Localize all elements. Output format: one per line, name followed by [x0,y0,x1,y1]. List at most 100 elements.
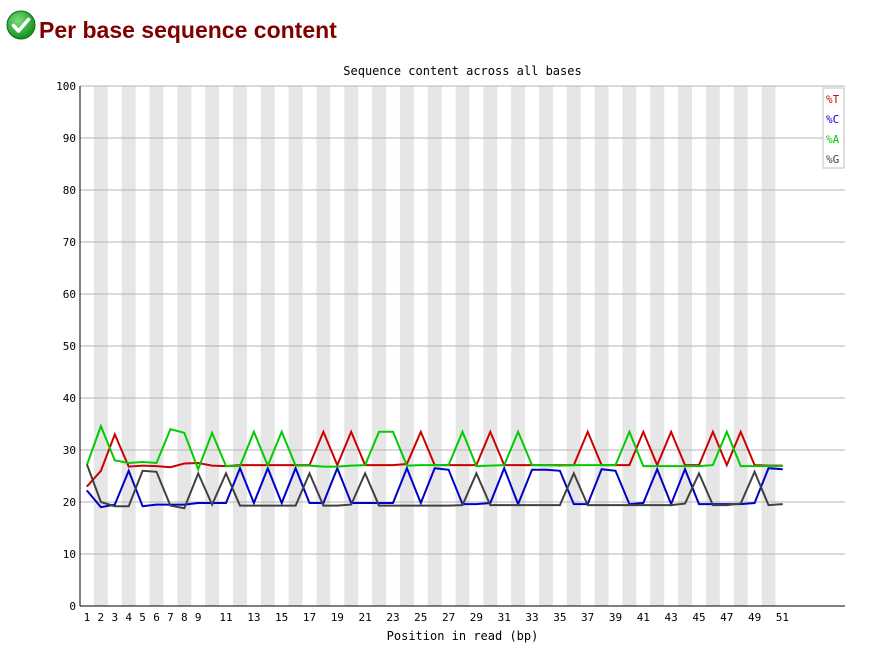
point-g [350,504,352,506]
y-tick-label: 20 [63,496,76,509]
point-c [503,467,505,469]
point-a [420,464,422,466]
point-c [600,468,603,470]
point-t [587,431,589,433]
point-a [461,431,464,433]
point-a [503,464,505,466]
point-c [392,502,394,504]
point-a [114,459,116,461]
point-c [86,489,88,492]
point-c [364,502,366,504]
point-c [531,469,533,471]
point-a [406,465,408,467]
x-tick-label: 33 [525,611,538,624]
x-tick-label: 29 [470,611,483,624]
point-g [628,504,631,506]
point-a [141,461,144,463]
point-a [155,462,158,464]
point-t [670,431,672,433]
point-g [740,502,742,505]
point-c [100,506,102,508]
point-t [253,464,255,466]
point-g [684,502,686,505]
point-g [475,472,478,474]
point-a [350,465,352,467]
point-g [114,505,116,507]
point-c [767,467,770,469]
point-g [600,504,603,506]
point-c [434,467,436,469]
point-a [447,464,450,466]
point-a [642,465,644,467]
point-g [726,504,728,506]
point-t [461,464,464,466]
point-a [573,464,575,466]
point-a [128,462,130,464]
point-t [281,464,283,466]
point-t [100,470,102,472]
x-tick-label: 49 [748,611,761,624]
point-g [587,504,589,506]
point-g [656,504,658,506]
point-c [447,469,450,471]
x-tick-label: 5 [139,611,146,624]
y-tick-label: 10 [63,548,76,561]
point-g [753,471,756,473]
point-t [183,462,185,465]
point-c [253,502,255,504]
point-g [517,504,519,506]
point-c [656,468,658,470]
point-a [183,432,185,434]
point-g [141,470,144,472]
point-a [197,468,199,470]
point-g [183,507,185,509]
point-a [517,431,519,433]
y-tick-label: 60 [63,288,76,301]
point-a [225,465,227,467]
point-g [698,472,700,474]
point-g [239,505,241,507]
point-c [239,467,241,469]
point-g [767,504,770,506]
point-g [447,505,450,507]
point-t [141,465,144,467]
point-a [614,464,617,466]
point-c [281,502,283,504]
point-a [211,432,213,434]
point-g [86,463,88,466]
point-g [531,504,533,506]
point-c [406,467,408,469]
point-t [197,462,199,464]
point-g [322,505,325,507]
point-g [197,472,199,474]
x-tick-label: 3 [111,611,118,624]
point-c [141,505,144,507]
point-g [559,504,561,506]
point-c [559,470,561,472]
point-g [169,505,172,507]
point-a [434,464,436,466]
point-c [336,467,338,469]
point-a [726,431,728,433]
x-tick-label: 35 [553,611,566,624]
x-tick-label: 17 [303,611,316,624]
page-title: Per base sequence content [39,17,337,43]
x-tick-label: 51 [776,611,789,624]
report-header [6,8,36,42]
point-a [281,431,283,433]
point-t [740,431,742,433]
point-a [684,465,686,467]
point-t [489,431,491,433]
point-g [545,504,547,506]
point-t [726,464,728,466]
point-a [670,465,672,467]
x-tick-label: 6 [153,611,160,624]
legend-box [822,87,845,169]
x-tick-label: 13 [247,611,260,624]
point-g [308,472,311,474]
y-tick-label: 90 [63,132,76,145]
point-g [614,504,617,506]
point-g [670,504,672,506]
x-tick-label: 47 [720,611,733,624]
